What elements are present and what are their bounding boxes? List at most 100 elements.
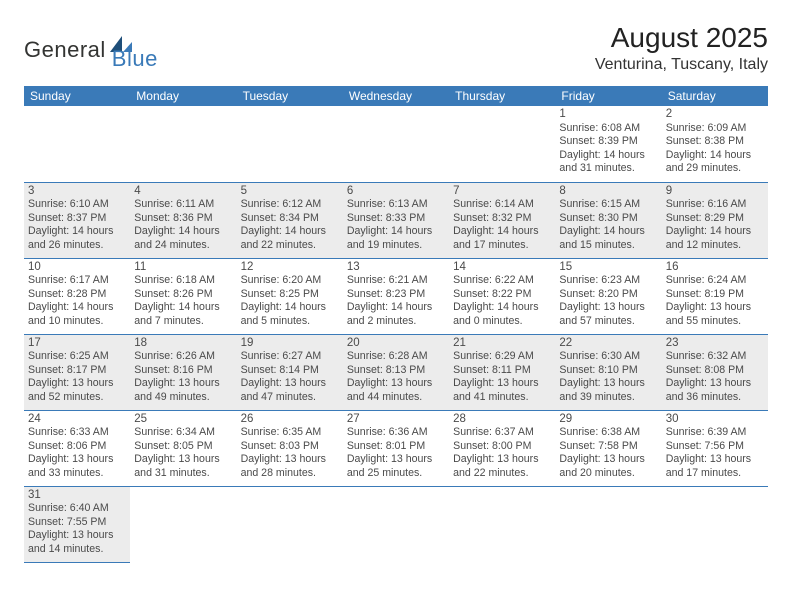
- day-info-line: Daylight: 13 hours: [559, 453, 657, 467]
- day-info-line: Daylight: 13 hours: [666, 453, 764, 467]
- calendar-cell: 9Sunrise: 6:16 AMSunset: 8:29 PMDaylight…: [662, 182, 768, 258]
- weekday-header: Wednesday: [343, 86, 449, 106]
- day-info-line: and 33 minutes.: [28, 467, 126, 481]
- day-info-line: and 57 minutes.: [559, 315, 657, 329]
- day-info-line: Sunrise: 6:26 AM: [134, 350, 232, 364]
- day-info-line: Daylight: 14 hours: [453, 225, 551, 239]
- day-info-line: and 20 minutes.: [559, 467, 657, 481]
- day-info-line: Sunrise: 6:11 AM: [134, 198, 232, 212]
- day-info-line: and 49 minutes.: [134, 391, 232, 405]
- page-header: General Blue August 2025 Venturina, Tusc…: [24, 22, 768, 74]
- day-number: 18: [134, 337, 232, 351]
- day-info-line: and 39 minutes.: [559, 391, 657, 405]
- day-info-line: Daylight: 13 hours: [453, 453, 551, 467]
- day-info-line: Sunrise: 6:25 AM: [28, 350, 126, 364]
- day-info-line: Sunset: 7:58 PM: [559, 440, 657, 454]
- day-info-line: Sunrise: 6:29 AM: [453, 350, 551, 364]
- day-info-line: Sunset: 8:26 PM: [134, 288, 232, 302]
- day-number: 27: [347, 413, 445, 427]
- day-info-line: Sunset: 8:36 PM: [134, 212, 232, 226]
- day-number: 4: [134, 185, 232, 199]
- calendar-cell: 7Sunrise: 6:14 AMSunset: 8:32 PMDaylight…: [449, 182, 555, 258]
- calendar-cell: [130, 486, 236, 562]
- day-number: 28: [453, 413, 551, 427]
- day-info-line: and 5 minutes.: [241, 315, 339, 329]
- calendar-cell: 1Sunrise: 6:08 AMSunset: 8:39 PMDaylight…: [555, 106, 661, 182]
- weekday-header-row: Sunday Monday Tuesday Wednesday Thursday…: [24, 86, 768, 106]
- day-number: 9: [666, 185, 764, 199]
- day-info-line: Daylight: 14 hours: [134, 301, 232, 315]
- day-info-line: Daylight: 14 hours: [28, 225, 126, 239]
- day-info-line: and 17 minutes.: [453, 239, 551, 253]
- calendar-cell: 29Sunrise: 6:38 AMSunset: 7:58 PMDayligh…: [555, 410, 661, 486]
- day-number: 1: [559, 108, 657, 122]
- day-info-line: Sunrise: 6:20 AM: [241, 274, 339, 288]
- day-number: 20: [347, 337, 445, 351]
- weekday-header: Sunday: [24, 86, 130, 106]
- day-info-line: Sunset: 8:20 PM: [559, 288, 657, 302]
- day-number: 29: [559, 413, 657, 427]
- weekday-header: Saturday: [662, 86, 768, 106]
- calendar-cell: 30Sunrise: 6:39 AMSunset: 7:56 PMDayligh…: [662, 410, 768, 486]
- day-info-line: Sunset: 8:22 PM: [453, 288, 551, 302]
- day-info-line: Daylight: 13 hours: [28, 453, 126, 467]
- day-info-line: Sunrise: 6:22 AM: [453, 274, 551, 288]
- calendar-cell: 4Sunrise: 6:11 AMSunset: 8:36 PMDaylight…: [130, 182, 236, 258]
- day-info-line: Sunset: 8:30 PM: [559, 212, 657, 226]
- day-info-line: Daylight: 13 hours: [28, 377, 126, 391]
- day-number: 31: [28, 489, 126, 503]
- weekday-header: Thursday: [449, 86, 555, 106]
- calendar-cell: 16Sunrise: 6:24 AMSunset: 8:19 PMDayligh…: [662, 258, 768, 334]
- calendar-cell: 19Sunrise: 6:27 AMSunset: 8:14 PMDayligh…: [237, 334, 343, 410]
- day-info-line: and 10 minutes.: [28, 315, 126, 329]
- day-number: 21: [453, 337, 551, 351]
- day-number: 15: [559, 261, 657, 275]
- logo-text-general: General: [24, 37, 106, 63]
- day-number: 17: [28, 337, 126, 351]
- day-info-line: Sunset: 8:39 PM: [559, 135, 657, 149]
- day-info-line: Daylight: 14 hours: [241, 301, 339, 315]
- day-info-line: Sunrise: 6:32 AM: [666, 350, 764, 364]
- day-info-line: Sunrise: 6:38 AM: [559, 426, 657, 440]
- calendar-cell: [449, 106, 555, 182]
- day-number: 2: [666, 108, 764, 122]
- day-number: 14: [453, 261, 551, 275]
- day-info-line: Sunset: 8:11 PM: [453, 364, 551, 378]
- day-number: 5: [241, 185, 339, 199]
- day-number: 25: [134, 413, 232, 427]
- day-info-line: Sunrise: 6:27 AM: [241, 350, 339, 364]
- calendar-cell: 11Sunrise: 6:18 AMSunset: 8:26 PMDayligh…: [130, 258, 236, 334]
- day-info-line: and 28 minutes.: [241, 467, 339, 481]
- calendar-cell: 12Sunrise: 6:20 AMSunset: 8:25 PMDayligh…: [237, 258, 343, 334]
- day-info-line: Daylight: 14 hours: [241, 225, 339, 239]
- day-info-line: Sunrise: 6:34 AM: [134, 426, 232, 440]
- day-info-line: Sunrise: 6:18 AM: [134, 274, 232, 288]
- day-info-line: Sunset: 8:34 PM: [241, 212, 339, 226]
- calendar-cell: 18Sunrise: 6:26 AMSunset: 8:16 PMDayligh…: [130, 334, 236, 410]
- day-info-line: and 7 minutes.: [134, 315, 232, 329]
- day-number: 22: [559, 337, 657, 351]
- day-info-line: Daylight: 14 hours: [666, 225, 764, 239]
- calendar-cell: 3Sunrise: 6:10 AMSunset: 8:37 PMDaylight…: [24, 182, 130, 258]
- day-info-line: and 47 minutes.: [241, 391, 339, 405]
- day-info-line: Daylight: 14 hours: [453, 301, 551, 315]
- day-number: 10: [28, 261, 126, 275]
- day-info-line: and 24 minutes.: [134, 239, 232, 253]
- calendar-cell: 5Sunrise: 6:12 AMSunset: 8:34 PMDaylight…: [237, 182, 343, 258]
- day-info-line: and 17 minutes.: [666, 467, 764, 481]
- day-number: 3: [28, 185, 126, 199]
- day-info-line: Sunset: 8:08 PM: [666, 364, 764, 378]
- calendar-row: 31Sunrise: 6:40 AMSunset: 7:55 PMDayligh…: [24, 486, 768, 562]
- day-info-line: Sunset: 8:29 PM: [666, 212, 764, 226]
- day-number: 30: [666, 413, 764, 427]
- day-info-line: Daylight: 14 hours: [559, 225, 657, 239]
- day-info-line: and 55 minutes.: [666, 315, 764, 329]
- day-info-line: Daylight: 13 hours: [134, 453, 232, 467]
- day-info-line: Daylight: 14 hours: [134, 225, 232, 239]
- day-info-line: Daylight: 13 hours: [241, 377, 339, 391]
- day-info-line: Daylight: 14 hours: [347, 301, 445, 315]
- calendar-cell: [343, 106, 449, 182]
- day-info-line: Sunrise: 6:16 AM: [666, 198, 764, 212]
- day-info-line: Sunset: 8:19 PM: [666, 288, 764, 302]
- day-info-line: Sunset: 8:05 PM: [134, 440, 232, 454]
